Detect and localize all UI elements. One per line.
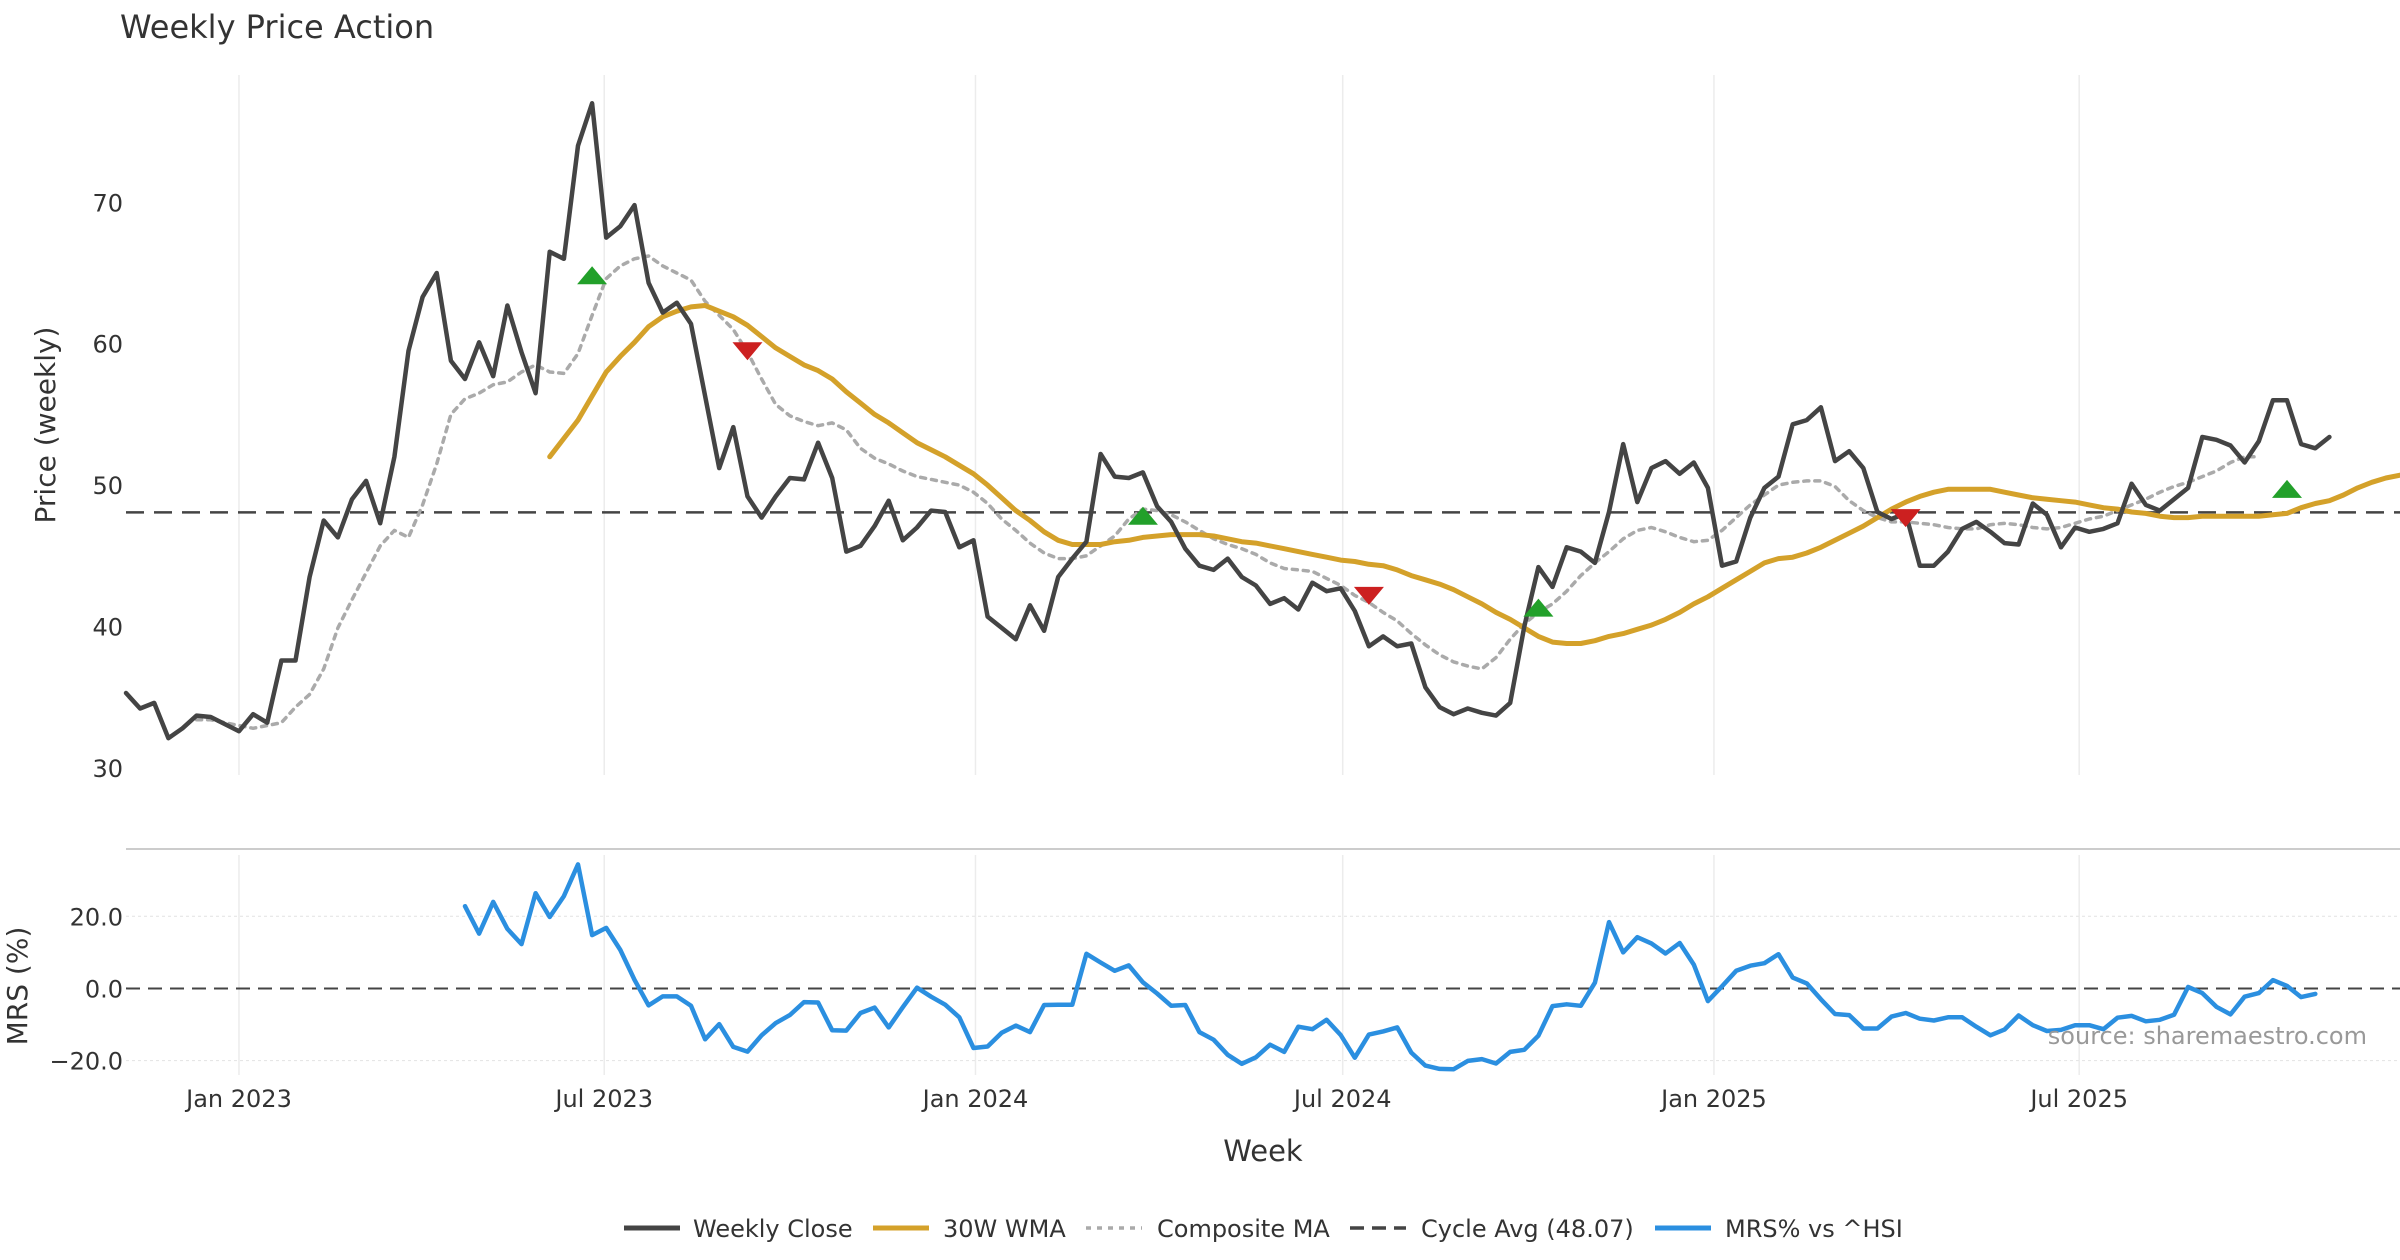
mrs-y-tick-label: 0.0 xyxy=(85,975,123,1003)
legend-label: Weekly Close xyxy=(693,1215,853,1243)
mrs-series xyxy=(462,862,2318,1072)
mrs-y-ticks: 20.0 0.0 −20.0 xyxy=(49,903,123,1075)
x-tick-label: Jan 2025 xyxy=(1659,1085,1767,1113)
x-tick-label: Jul 2025 xyxy=(2028,1085,2128,1113)
price-gridlines xyxy=(238,75,2080,775)
mrs-y-tick-label: −20.0 xyxy=(49,1048,123,1076)
x-tick-label: Jan 2024 xyxy=(921,1085,1029,1113)
mrs-y-axis-label: MRS (%) xyxy=(1,927,34,1046)
price-panel: 30 40 50 60 70 Price (weekly) xyxy=(29,75,2400,783)
composite-ma-line xyxy=(194,254,2261,731)
chart-title: Weekly Price Action xyxy=(120,8,434,46)
price-y-tick-label: 50 xyxy=(92,472,123,500)
buy-signal-marker xyxy=(1127,506,1158,525)
source-note: source: sharemaestro.com xyxy=(2048,1022,2367,1050)
price-y-tick-label: 60 xyxy=(92,331,123,359)
legend-label: 30W WMA xyxy=(943,1215,1066,1243)
signal-markers xyxy=(577,266,2303,617)
sell-signal-marker xyxy=(1890,509,1921,528)
price-y-tick-label: 40 xyxy=(92,614,123,642)
price-y-tick-label: 30 xyxy=(92,755,123,783)
x-tick-label: Jul 2024 xyxy=(1292,1085,1392,1113)
buy-signal-marker xyxy=(1523,598,1554,617)
buy-signal-marker xyxy=(577,266,608,285)
mrs-line xyxy=(462,862,2318,1072)
weekly-close-line xyxy=(123,101,2332,741)
mrs-panel: 20.0 0.0 −20.0 MRS (%) xyxy=(1,855,2400,1076)
x-axis-label: Week xyxy=(1223,1134,1303,1168)
x-tick-label: Jan 2023 xyxy=(184,1085,292,1113)
mrs-gridlines xyxy=(126,855,2400,1075)
legend-label: Composite MA xyxy=(1157,1215,1330,1243)
wma-30w-line xyxy=(547,303,2400,646)
sell-signal-marker xyxy=(1353,586,1384,605)
x-axis-ticks: Jan 2023 Jul 2023 Jan 2024 Jul 2024 Jan 2025… xyxy=(184,1085,2128,1113)
price-series xyxy=(123,101,2400,741)
legend-label: Cycle Avg (48.07) xyxy=(1421,1215,1634,1243)
x-tick-label: Jul 2023 xyxy=(553,1085,653,1113)
price-y-ticks: 30 40 50 60 70 xyxy=(92,189,123,783)
sell-signal-marker xyxy=(732,342,763,361)
legend: Weekly Close 30W WMA Composite MA Cycle Avg… xyxy=(624,1215,1903,1243)
mrs-y-tick-label: 20.0 xyxy=(70,903,123,931)
buy-signal-marker xyxy=(2272,479,2303,498)
price-y-axis-label: Price (weekly) xyxy=(29,327,62,524)
legend-label: MRS% vs ^HSI xyxy=(1725,1215,1903,1243)
price-y-tick-label: 70 xyxy=(92,189,123,217)
